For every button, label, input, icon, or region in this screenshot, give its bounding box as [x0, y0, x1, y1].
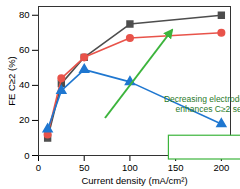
svg-text:0: 0 [36, 162, 41, 173]
svg-text:60: 60 [19, 44, 30, 55]
svg-text:50: 50 [79, 162, 90, 173]
svg-text:0: 0 [24, 150, 29, 161]
svg-text:Current density (mA/cm²): Current density (mA/cm²) [81, 175, 187, 186]
svg-text:Decreasing electrode pore size: Decreasing electrode pore sizeenhances C… [164, 94, 240, 114]
svg-text:40: 40 [19, 79, 30, 90]
svg-text:FE C≥2 (%): FE C≥2 (%) [6, 56, 17, 106]
svg-text:200: 200 [213, 162, 229, 173]
svg-text:100: 100 [122, 162, 138, 173]
svg-text:20: 20 [19, 114, 30, 125]
svg-text:80: 80 [19, 9, 30, 20]
svg-text:150: 150 [168, 162, 184, 173]
